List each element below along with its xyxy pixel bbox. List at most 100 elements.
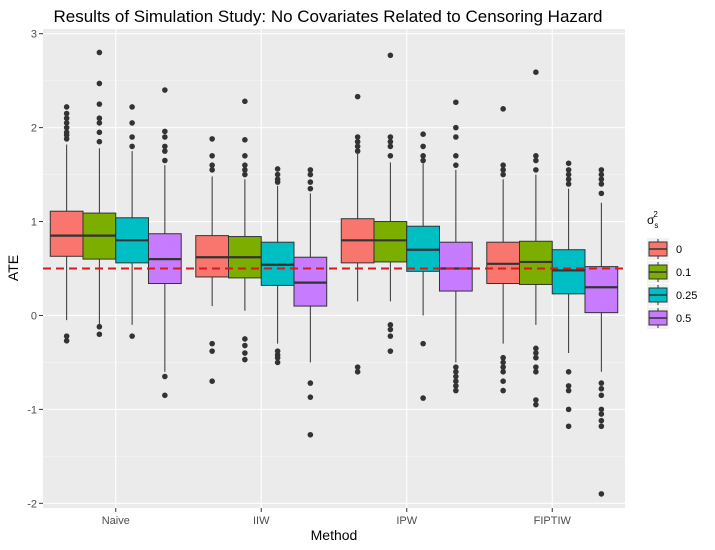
outlier-point	[274, 359, 281, 366]
outlier-point	[565, 387, 572, 394]
outlier-point	[598, 176, 605, 183]
outlier-point	[533, 364, 539, 370]
legend-title-superscript: 2	[653, 210, 658, 219]
outlier-point	[63, 120, 70, 126]
outlier-point	[63, 124, 70, 131]
outlier-point	[242, 167, 248, 173]
outlier-point	[307, 167, 314, 173]
outlier-point	[387, 333, 394, 339]
outlier-point	[96, 80, 103, 87]
outlier-point	[63, 333, 70, 339]
outlier-point	[209, 152, 215, 159]
outlier-point	[500, 171, 506, 178]
box-body	[438, 241, 473, 292]
outlier-point	[533, 397, 539, 403]
outlier-point	[500, 387, 506, 394]
outlier-point	[533, 401, 539, 408]
box-0.5	[438, 99, 473, 394]
outlier-point	[598, 491, 605, 497]
outlier-point	[533, 354, 539, 361]
outlier-point	[533, 167, 539, 173]
outlier-point	[242, 98, 248, 105]
box-0.1	[519, 69, 553, 408]
x-tick-label: IPW	[396, 515, 417, 527]
outlier-point	[242, 350, 248, 356]
boxes-layer	[49, 49, 619, 497]
outlier-point	[453, 152, 459, 159]
box-body	[49, 210, 84, 257]
outlier-point	[500, 354, 506, 361]
box-0.5	[293, 167, 328, 438]
box-body	[584, 266, 619, 314]
outlier-point	[387, 326, 394, 333]
outlier-point	[307, 185, 314, 192]
outlier-point	[598, 406, 605, 413]
outlier-point	[420, 143, 426, 150]
box-0.25	[260, 166, 295, 366]
outlier-point	[129, 120, 135, 126]
outlier-point	[565, 369, 572, 375]
outlier-point	[242, 356, 248, 363]
outlier-point	[598, 190, 605, 197]
outlier-point	[500, 364, 506, 370]
outlier-point	[354, 369, 361, 375]
outlier-point	[420, 152, 426, 159]
outlier-point	[209, 340, 215, 347]
outlier-point	[307, 380, 314, 386]
outlier-point	[354, 143, 361, 150]
outlier-point	[453, 134, 459, 140]
outlier-point	[63, 115, 70, 122]
y-axis-title: ATE	[5, 255, 21, 281]
outlier-point	[420, 340, 426, 347]
outlier-point	[453, 369, 459, 375]
outlier-point	[307, 394, 314, 400]
box-0	[49, 104, 84, 344]
outlier-point	[500, 369, 506, 375]
outlier-point	[242, 162, 248, 168]
outlier-point	[565, 181, 572, 187]
outlier-point	[533, 345, 539, 352]
outlier-point	[96, 101, 103, 107]
outlier-point	[500, 162, 506, 168]
box-0.5	[147, 87, 182, 399]
outlier-point	[500, 167, 506, 173]
box-0.1	[228, 98, 262, 363]
outlier-point	[565, 423, 572, 430]
outlier-point	[307, 431, 314, 438]
outlier-point	[96, 323, 103, 330]
outlier-point	[420, 131, 426, 137]
outlier-point	[387, 322, 394, 328]
box-0.25	[406, 131, 440, 401]
outlier-point	[453, 387, 459, 394]
outlier-point	[565, 167, 572, 173]
outlier-point	[242, 137, 248, 143]
outlier-point	[307, 179, 314, 185]
outlier-point	[209, 348, 215, 354]
outlier-point	[387, 52, 394, 59]
y-tick-label: -1	[27, 404, 37, 416]
outlier-point	[162, 87, 168, 93]
legend-label: 0.25	[676, 290, 697, 302]
outlier-point	[387, 138, 394, 145]
outlier-point	[533, 69, 539, 76]
outlier-point	[598, 411, 605, 417]
legend-title: σs 2	[647, 210, 658, 230]
outlier-point	[598, 417, 605, 424]
outlier-point	[598, 167, 605, 173]
outlier-point	[274, 171, 281, 178]
outlier-point	[129, 333, 135, 339]
y-tick-label: 2	[31, 123, 37, 135]
outlier-point	[274, 166, 281, 172]
outlier-point	[129, 143, 135, 150]
outlier-point	[565, 171, 572, 178]
outlier-point	[420, 157, 426, 164]
y-tick-label: 1	[31, 217, 37, 229]
box-0.1	[373, 52, 408, 354]
outlier-point	[354, 138, 361, 145]
y-tick-label: 3	[31, 29, 37, 41]
outlier-point	[96, 120, 103, 126]
outlier-point	[598, 392, 605, 399]
x-tick-label: IIW	[253, 515, 270, 527]
outlier-point	[242, 342, 248, 349]
outlier-point	[209, 162, 215, 168]
